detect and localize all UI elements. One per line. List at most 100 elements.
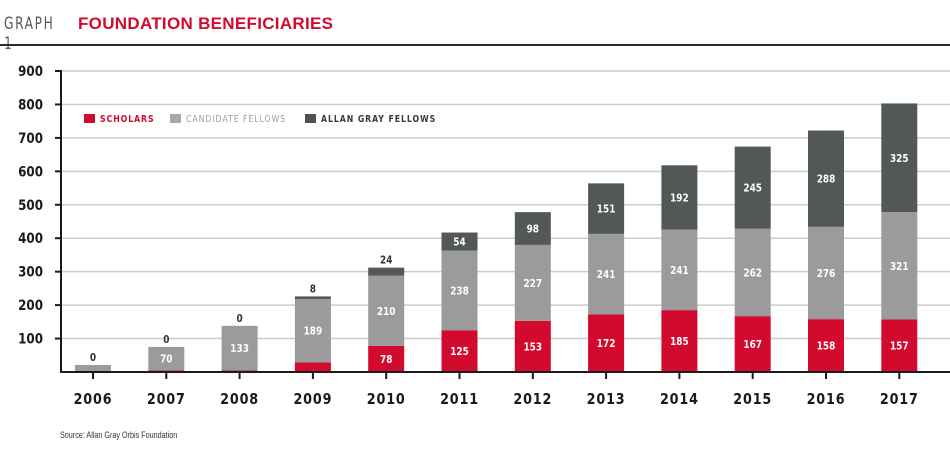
- y-tick-label: 400: [18, 231, 43, 247]
- data-label: 241: [597, 270, 616, 282]
- data-label: 157: [890, 341, 909, 353]
- data-label: 276: [817, 268, 836, 280]
- y-tick-label: 200: [18, 298, 43, 314]
- legend-item-candidate-fellows: CANDIDATE FELLOWS: [170, 114, 286, 125]
- data-label: 189: [304, 326, 323, 338]
- x-tick-label: 2011: [440, 391, 479, 408]
- legend-label: CANDIDATE FELLOWS: [186, 114, 286, 125]
- x-tick-label: 2016: [807, 391, 846, 408]
- data-label: 172: [597, 339, 616, 351]
- bar-allan-gray-fellows-2016: [808, 130, 844, 227]
- y-tick-label: 700: [18, 131, 43, 147]
- data-label: 98: [527, 224, 540, 236]
- legend-swatch: [84, 114, 95, 123]
- bar-scholars-2016: [808, 319, 844, 372]
- data-label: 241: [670, 265, 689, 277]
- data-label: 70: [160, 354, 173, 366]
- bar-candidate-fellows-2013: [588, 233, 625, 315]
- gridlines: [61, 70, 950, 340]
- y-tick-label: 500: [18, 198, 43, 214]
- bar-scholars-2009: [294, 362, 331, 372]
- bar-scholars-2014: [661, 310, 698, 372]
- bars: [75, 103, 918, 372]
- bar-candidate-fellows-2007: [148, 346, 185, 371]
- y-tick-label: 900: [18, 64, 43, 80]
- data-label: 78: [380, 354, 393, 366]
- x-tick-label: 2007: [147, 391, 186, 408]
- legend-label: SCHOLARS: [100, 114, 155, 125]
- source-note: Source: Allan Gray Orbis Foundation: [60, 430, 178, 440]
- data-label: 8: [310, 284, 316, 296]
- bar-allan-gray-fellows-2010: [368, 267, 405, 276]
- x-tick-label: 2012: [513, 391, 552, 408]
- y-tick-label: 300: [18, 265, 43, 281]
- data-label: 167: [743, 339, 762, 351]
- data-label: 133: [230, 343, 249, 355]
- bar-allan-gray-fellows-2015: [734, 146, 771, 229]
- bar-allan-gray-fellows-2014: [661, 165, 698, 230]
- data-label: 192: [670, 193, 689, 205]
- bar-scholars-2011: [441, 330, 478, 372]
- x-tick-label: 2015: [733, 391, 772, 408]
- bar-scholars-2010: [368, 345, 405, 372]
- legend-item-allan-gray-fellows: ALLAN GRAY FELLOWS: [305, 114, 436, 125]
- data-label: 153: [523, 342, 542, 354]
- data-label: 0: [163, 334, 169, 346]
- data-label: 210: [377, 306, 396, 318]
- y-tick-label: 100: [18, 332, 43, 348]
- bar-candidate-fellows-2009: [294, 299, 331, 363]
- y-tick-label: 800: [18, 98, 43, 114]
- data-label: 227: [523, 278, 542, 290]
- x-tick-label: 2010: [367, 391, 406, 408]
- bar-allan-gray-fellows-2017: [881, 103, 918, 213]
- bar-scholars-2012: [514, 320, 551, 372]
- data-label: 245: [743, 183, 762, 195]
- bar-candidate-fellows-2015: [734, 228, 771, 317]
- bar-allan-gray-fellows-2011: [441, 232, 478, 251]
- data-labels: 0 70 0 133 0 189 8 78 210 24 125 238 54 153 227 98 172 24…: [90, 153, 909, 366]
- legend-item-scholars: SCHOLARS: [84, 114, 155, 125]
- data-label: 288: [817, 174, 836, 186]
- x-tick-label: 2008: [220, 391, 259, 408]
- bar-candidate-fellows-2006: [75, 364, 111, 372]
- bar-candidate-fellows-2011: [441, 250, 478, 331]
- bar-candidate-fellows-2016: [808, 226, 844, 320]
- bar-candidate-fellows-2012: [514, 244, 551, 321]
- data-label: 24: [380, 255, 393, 267]
- data-label: 54: [453, 237, 466, 249]
- data-label: 238: [450, 286, 469, 298]
- data-label: 0: [236, 313, 242, 325]
- data-label: 125: [450, 346, 469, 358]
- bar-candidate-fellows-2010: [368, 275, 405, 346]
- bar-candidate-fellows-2014: [661, 229, 698, 311]
- bar-candidate-fellows-2008: [221, 325, 258, 371]
- bar-scholars-2013: [588, 314, 625, 372]
- bar-scholars-2015: [734, 316, 771, 372]
- legend-swatch: [305, 114, 316, 123]
- data-label: 151: [597, 204, 616, 216]
- legend: SCHOLARS CANDIDATE FELLOWS ALLAN GRAY FELL…: [84, 114, 436, 125]
- data-label: 321: [890, 261, 909, 273]
- x-tick-label: 2013: [587, 391, 626, 408]
- x-tick-label: 2006: [74, 391, 113, 408]
- bar-candidate-fellows-2017: [881, 212, 918, 320]
- data-label: 185: [670, 336, 689, 348]
- bar-allan-gray-fellows-2009: [294, 296, 331, 300]
- data-label: 158: [817, 341, 836, 353]
- data-label: 0: [90, 352, 96, 364]
- x-tick-label: 2017: [880, 391, 919, 408]
- bar-allan-gray-fellows-2013: [588, 183, 625, 234]
- header-divider: [0, 44, 950, 46]
- bar-scholars-2017: [881, 319, 918, 372]
- legend-swatch: [170, 114, 181, 123]
- chart-title: FOUNDATION BENEFICIARIES: [78, 14, 334, 33]
- x-tick-label: 2009: [293, 391, 332, 408]
- data-label: 325: [890, 153, 909, 165]
- data-label: 262: [743, 268, 762, 280]
- legend-label: ALLAN GRAY FELLOWS: [321, 114, 436, 125]
- y-tick-label: 600: [18, 164, 43, 180]
- x-tick-label: 2014: [660, 391, 699, 408]
- bar-allan-gray-fellows-2012: [514, 212, 551, 245]
